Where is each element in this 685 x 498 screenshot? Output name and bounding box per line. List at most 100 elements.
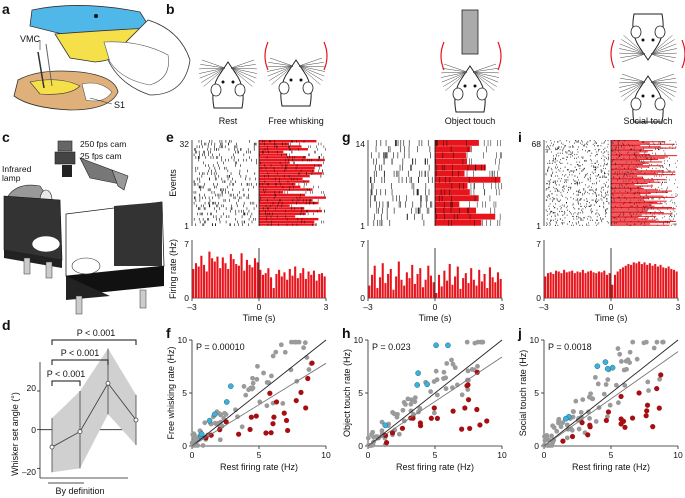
unity-line [543, 339, 679, 447]
scatter-point-red [644, 402, 651, 408]
fit-line [543, 351, 679, 447]
psth-bar [197, 266, 200, 298]
scatter-point-gray [556, 418, 561, 423]
scatter-point-gray [578, 409, 584, 415]
scatter-point-gray [269, 373, 274, 379]
panel-i: i [518, 129, 522, 145]
psth-bar [664, 268, 667, 298]
psth-bar [611, 284, 614, 298]
event-duration [435, 164, 486, 171]
scatter-ytick-label: 5 [358, 388, 363, 398]
event-duration [611, 167, 637, 169]
scatter-xtick-label: 0 [542, 450, 547, 460]
event-duration [611, 220, 676, 222]
scatter-point-red [389, 430, 396, 436]
scatter-point-red [643, 413, 649, 419]
psth-ytick-top: 7 [184, 239, 189, 249]
scatter-point-gray [444, 361, 450, 366]
psth-ylabel: Firing rate (Hz) [168, 239, 178, 299]
event-duration [611, 152, 640, 154]
event-duration [259, 223, 315, 226]
psth-bar [443, 270, 446, 298]
scatter-point-blue [382, 422, 389, 429]
psth-bar [488, 267, 491, 298]
scatter-point-gray [434, 392, 440, 398]
psth-bar [370, 274, 374, 298]
psth-bar [408, 278, 411, 298]
scatter-point-gray [255, 363, 260, 369]
psth-bar [243, 270, 246, 298]
d-ylabel: Whisker set angle (°) [10, 392, 20, 476]
psth-bar [237, 265, 240, 298]
event-duration [611, 158, 659, 160]
scatter-point-gray [613, 382, 619, 388]
scatter-point-red [474, 406, 480, 413]
psth-xtick-label: –3 [539, 302, 549, 312]
scatter-ylabel: Social touch rate (Hz) [518, 350, 528, 437]
scatter-point-blue [424, 381, 430, 388]
scatter-point-red [271, 414, 277, 420]
scatter-point-gray [660, 339, 666, 345]
event-duration [259, 145, 302, 148]
scatter-point-gray [654, 339, 660, 345]
psth-bar [496, 272, 500, 298]
scatter-point-gray [617, 351, 623, 357]
psth-bar [605, 274, 609, 298]
condition-object-touch: Object touch [445, 116, 496, 126]
d-ytick-0: 0 [31, 425, 36, 435]
scatter-point-red [622, 424, 628, 430]
panel-d: d Whisker set angle (°) P < 0.001 P < 0.… [2, 317, 139, 496]
fit-line [367, 356, 503, 447]
psth-bar [211, 258, 214, 298]
event-duration [611, 190, 672, 192]
scatter-point-gray [246, 387, 251, 393]
scatter-point-gray [250, 375, 255, 381]
raster-ytick-top: 14 [356, 139, 366, 149]
panel-g: g [342, 129, 351, 145]
psth-xlabel: Time (s) [243, 313, 276, 323]
psth-bar [229, 254, 232, 298]
psth-bar [259, 269, 262, 298]
scatter-point-gray [627, 349, 633, 355]
scatter-point-gray [587, 416, 592, 421]
event-duration [611, 208, 676, 210]
event-duration [435, 195, 479, 202]
psth-bar [310, 274, 313, 298]
event-duration [435, 140, 479, 146]
scatter-point-blue [445, 342, 451, 349]
raster-ytick-bottom: 1 [184, 221, 189, 231]
scatter-point-blue [433, 342, 439, 349]
event-duration [611, 196, 675, 198]
scatter-point-red [268, 430, 274, 436]
event-duration [435, 207, 477, 214]
scatter-ytick-label: 0 [182, 441, 187, 451]
scatter-point-gray [369, 432, 374, 437]
scatter-point-gray [222, 410, 227, 416]
psth-bar [203, 264, 206, 298]
scatter-point-blue [223, 399, 230, 405]
event-duration [611, 217, 638, 219]
scatter-point-gray [570, 409, 576, 414]
event-duration [435, 183, 468, 189]
d-plot-area [37, 339, 139, 484]
event-duration [259, 172, 323, 175]
psth-bar [622, 267, 625, 298]
psth-bar [560, 273, 563, 298]
panel-c: c 250 fps cam [2, 129, 165, 315]
psth-bar [470, 268, 473, 298]
scatter-point-blue [227, 383, 234, 390]
scatter-point-gray [590, 396, 596, 402]
scatter-point-red [248, 414, 254, 420]
psth-bar [208, 251, 211, 298]
scatter-point-gray [558, 424, 564, 430]
psth-bar [291, 275, 294, 298]
scatter-point-gray [403, 402, 408, 407]
d-significance-bracket [51, 380, 81, 386]
psth-bar [563, 269, 566, 298]
psth-bar [451, 284, 454, 298]
event-duration [611, 148, 643, 150]
d-point [133, 417, 139, 423]
psth-bar [381, 263, 384, 298]
event-duration [435, 213, 496, 220]
psth-bar [245, 259, 248, 298]
